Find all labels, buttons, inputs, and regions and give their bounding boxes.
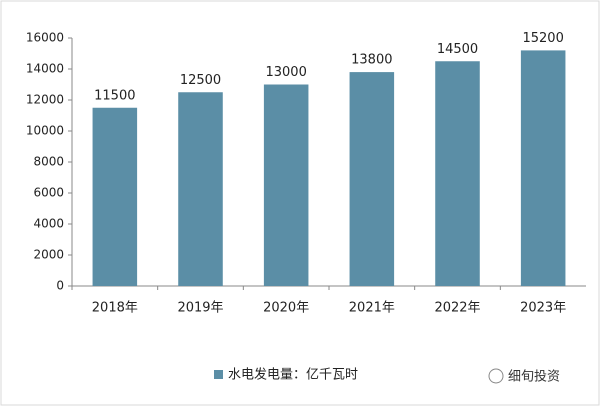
watermark: 细旬投资: [508, 369, 560, 385]
x-tick-label: 2018年: [92, 301, 138, 316]
bar: [178, 92, 223, 286]
y-tick-label: 2000: [33, 248, 64, 262]
data-label: 13800: [351, 53, 392, 68]
data-label: 11500: [94, 88, 135, 103]
y-tick-label: 16000: [26, 31, 64, 45]
watermark-icon: [488, 368, 504, 384]
y-tick-label: 8000: [33, 155, 64, 169]
data-label: 13000: [265, 65, 306, 80]
x-tick-label: 2021年: [349, 301, 395, 316]
data-label: 12500: [180, 73, 221, 88]
x-tick-label: 2019年: [177, 301, 223, 316]
data-label: 15200: [522, 31, 563, 46]
x-tick-label: 2022年: [434, 301, 480, 316]
y-tick-label: 10000: [26, 124, 64, 138]
bar: [435, 61, 480, 286]
legend-label: 水电发电量：亿千瓦时: [228, 367, 358, 383]
y-tick-label: 6000: [33, 186, 64, 200]
bar: [92, 107, 138, 286]
bar: [520, 50, 566, 287]
y-tick-label: 4000: [33, 217, 64, 231]
y-tick-label: 0: [56, 279, 64, 293]
y-tick-label: 12000: [26, 93, 64, 107]
data-label: 14500: [437, 42, 478, 57]
y-tick-label: 14000: [26, 62, 64, 76]
bar: [349, 72, 395, 286]
legend-swatch: [214, 370, 223, 379]
x-tick-label: 2023年: [520, 301, 566, 316]
bar: [263, 84, 309, 286]
x-tick-label: 2020年: [263, 301, 309, 316]
